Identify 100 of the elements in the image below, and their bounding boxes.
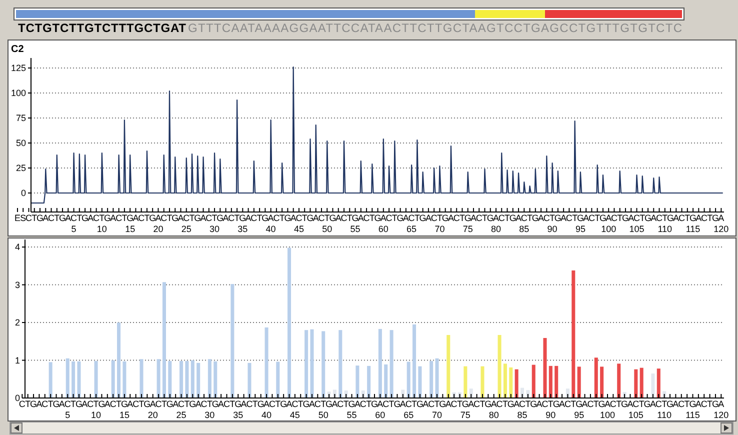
bar [464, 366, 468, 398]
bar [435, 358, 439, 398]
x-tick-label: 20 [148, 410, 158, 420]
x-tick-label: 90 [547, 224, 558, 234]
bar [196, 362, 200, 398]
bar [117, 322, 121, 398]
bar [640, 368, 644, 398]
bar [572, 270, 576, 398]
y-tick-label: 100 [10, 88, 26, 98]
x-tick-label: 115 [686, 224, 700, 234]
x-tick-label: 50 [318, 410, 328, 420]
x-tick-label: 85 [517, 410, 528, 420]
bar [122, 361, 126, 398]
x-tick-label: 80 [490, 224, 502, 234]
x-tick-label: 45 [294, 224, 304, 234]
y-tick-label: 4 [14, 242, 20, 252]
bar [514, 369, 518, 398]
x-tick-label: 60 [375, 410, 386, 420]
bar [384, 364, 388, 398]
bar [304, 330, 308, 398]
x-tick-label: 70 [432, 410, 442, 420]
bar [77, 361, 81, 398]
bar [208, 359, 212, 398]
bar [264, 327, 268, 398]
y-tick-label: 75 [16, 113, 26, 124]
x-tick-label: 120 [714, 410, 729, 420]
x-tick-label: 5 [71, 224, 76, 234]
x-tick-label: 60 [378, 224, 388, 234]
bar [412, 324, 416, 398]
x-tick-label: 50 [322, 224, 332, 234]
bar [168, 361, 172, 398]
x-tick-label: 20 [153, 224, 164, 234]
x-tick-label: 65 [404, 410, 414, 420]
bar [634, 369, 638, 398]
x-tick-label: 85 [519, 224, 530, 234]
x-tick-label: 30 [204, 410, 215, 420]
x-tick-label: 110 [658, 224, 672, 234]
bar [543, 338, 547, 398]
bar [156, 359, 160, 398]
y-tick-label: 25 [16, 163, 26, 174]
x-tick-label: 55 [350, 224, 360, 234]
x-tick-label: 5 [65, 410, 70, 420]
bar [577, 366, 581, 398]
x-tick-label: 40 [262, 410, 272, 420]
bar [322, 331, 326, 398]
bar [140, 359, 144, 398]
x-tick-label: 65 [406, 224, 417, 234]
bar [406, 362, 410, 398]
bar [338, 330, 342, 398]
x-tick-label: 35 [233, 410, 244, 420]
bar [287, 248, 292, 398]
x-tick-label: 25 [176, 410, 186, 420]
bar [430, 361, 434, 398]
y-tick-label: 2 [14, 318, 20, 328]
x-tick-label: 100 [600, 410, 616, 420]
x-tick-label: 45 [290, 410, 300, 420]
x-tick-label: 110 [657, 410, 672, 420]
bar [367, 366, 371, 398]
bar [276, 362, 280, 398]
bar [532, 364, 536, 398]
x-tick-label: 10 [96, 224, 107, 234]
x-tick-label: 30 [210, 224, 220, 234]
bar [480, 366, 484, 398]
bar [310, 329, 314, 398]
y-tick-label: 50 [16, 138, 26, 148]
x-tick-label: 115 [686, 410, 700, 420]
y-tick-label: 3 [14, 280, 20, 290]
bar [356, 366, 360, 398]
y-tick-label: 1 [14, 355, 20, 366]
x-tick-label: 100 [601, 224, 616, 234]
line-series [30, 66, 724, 204]
x-tick-label: 70 [434, 224, 445, 234]
bar [503, 364, 507, 398]
y-tick-label: 125 [10, 63, 26, 74]
x-tick-label: 15 [125, 224, 136, 234]
bar [214, 361, 218, 398]
bar [554, 366, 558, 398]
chart-title: C2 [11, 44, 24, 55]
text: TCTGTCTTGTCTTTGCTGAT [18, 21, 187, 35]
bar [498, 334, 502, 398]
x-tick-label: 10 [91, 410, 102, 420]
x-tick-label: 95 [575, 224, 586, 234]
y-tick-label: 0 [14, 393, 20, 404]
bar [180, 361, 184, 398]
x-tick-label: 90 [546, 410, 556, 420]
x-tick-label: 120 [714, 224, 729, 234]
bar [94, 361, 98, 398]
bar [66, 358, 70, 398]
bar [162, 282, 166, 398]
text: CTGACTGACTGACTGACTGACTGACTGACTGACTGACTGACTGACTGACTGACTGACTGACTGACTGACTGACTGACTGACTGACTGACTGACTGACTGACTGACTGACTGACTGACTGACTGA [18, 399, 724, 409]
bar [185, 361, 189, 398]
x-tick-label: 105 [629, 224, 644, 234]
text: ESCTGACTGACTGACTGACTGACTGACTGACTGACTGACTGACTGACTGACTGACTGACTGACTGACTGACTGACTGACTGACTGACTGACTGACTGACTGACTGACTGACTGACTGACTGACTGA [14, 213, 724, 223]
y-tick-label: 0 [20, 188, 26, 198]
bar [48, 362, 52, 398]
bar [617, 364, 621, 398]
x-tick-label: 105 [628, 410, 644, 420]
x-tick-label: 25 [181, 224, 192, 234]
x-tick-label: 35 [238, 224, 248, 234]
bar [418, 366, 422, 398]
